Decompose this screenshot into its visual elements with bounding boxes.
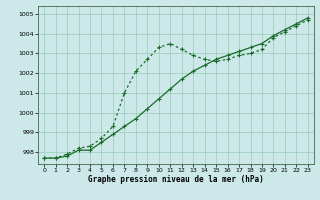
X-axis label: Graphe pression niveau de la mer (hPa): Graphe pression niveau de la mer (hPa) bbox=[88, 175, 264, 184]
